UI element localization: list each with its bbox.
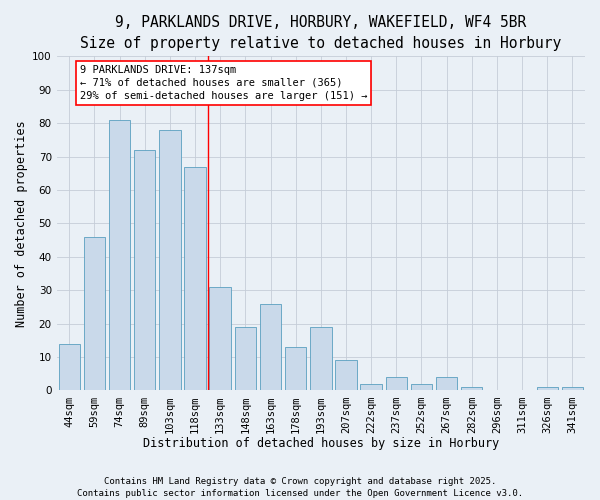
Bar (536, 387, 558, 390)
Bar (83, 237, 105, 390)
Text: 9 PARKLANDS DRIVE: 137sqm
← 71% of detached houses are smaller (365)
29% of semi: 9 PARKLANDS DRIVE: 137sqm ← 71% of detac… (80, 64, 367, 101)
Bar (209, 287, 231, 391)
X-axis label: Distribution of detached houses by size in Horbury: Distribution of detached houses by size … (143, 437, 499, 450)
Bar (436, 377, 457, 390)
Bar (562, 387, 583, 390)
Bar (361, 384, 382, 390)
Bar (335, 360, 356, 390)
Bar (386, 377, 407, 390)
Text: Contains HM Land Registry data © Crown copyright and database right 2025.
Contai: Contains HM Land Registry data © Crown c… (77, 476, 523, 498)
Bar (134, 150, 155, 390)
Bar (59, 344, 80, 390)
Bar (109, 120, 130, 390)
Bar (159, 130, 181, 390)
Bar (235, 327, 256, 390)
Bar (260, 304, 281, 390)
Bar (310, 327, 332, 390)
Bar (461, 387, 482, 390)
Bar (411, 384, 432, 390)
Bar (184, 166, 206, 390)
Y-axis label: Number of detached properties: Number of detached properties (15, 120, 28, 326)
Bar (285, 347, 307, 391)
Title: 9, PARKLANDS DRIVE, HORBURY, WAKEFIELD, WF4 5BR
Size of property relative to det: 9, PARKLANDS DRIVE, HORBURY, WAKEFIELD, … (80, 15, 562, 51)
